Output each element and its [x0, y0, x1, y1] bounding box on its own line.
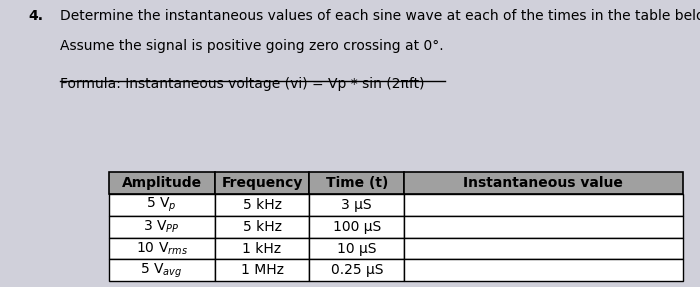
Text: Time (t): Time (t) [326, 176, 388, 190]
Text: Determine the instantaneous values of each sine wave at each of the times in the: Determine the instantaneous values of ea… [60, 9, 700, 23]
Text: Formula: Instantaneous voltage (vi) = Vp * sin (2πft): Formula: Instantaneous voltage (vi) = Vp… [60, 77, 424, 92]
Text: 5 kHz: 5 kHz [242, 198, 281, 212]
Text: 5 V$_p$: 5 V$_p$ [146, 196, 177, 214]
Text: 4.: 4. [28, 9, 43, 23]
Text: 3 μS: 3 μS [342, 198, 372, 212]
Text: 10 V$_{rms}$: 10 V$_{rms}$ [136, 240, 188, 257]
Text: 5 V$_{avg}$: 5 V$_{avg}$ [141, 261, 183, 280]
Text: 100 μS: 100 μS [332, 220, 381, 234]
Text: Amplitude: Amplitude [122, 176, 202, 190]
Text: Instantaneous value: Instantaneous value [463, 176, 623, 190]
Text: 10 μS: 10 μS [337, 242, 377, 255]
Text: Assume the signal is positive going zero crossing at 0°.: Assume the signal is positive going zero… [60, 39, 443, 53]
Text: 1 MHz: 1 MHz [241, 263, 284, 277]
Text: 5 kHz: 5 kHz [242, 220, 281, 234]
Text: 1 kHz: 1 kHz [242, 242, 281, 255]
Text: 0.25 μS: 0.25 μS [330, 263, 383, 277]
Text: 3 V$_{PP}$: 3 V$_{PP}$ [144, 218, 180, 235]
Text: Frequency: Frequency [221, 176, 302, 190]
